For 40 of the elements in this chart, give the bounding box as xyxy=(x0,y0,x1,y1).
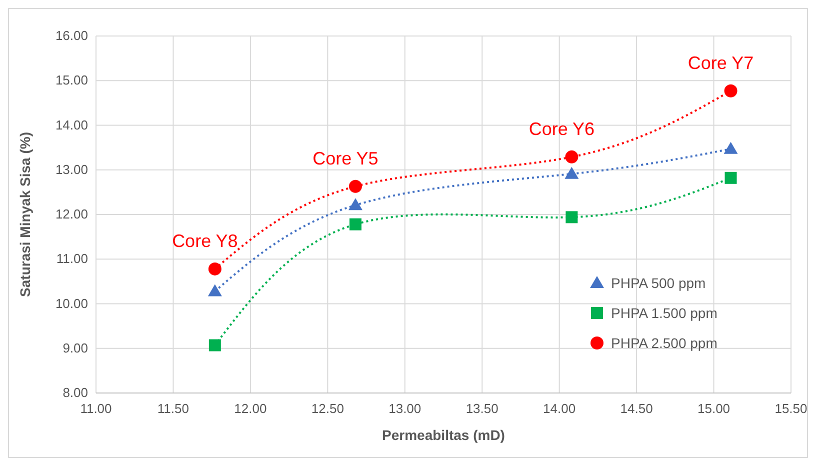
point xyxy=(208,262,222,276)
y-tick-label: 14.00 xyxy=(55,117,88,132)
y-tick-label: 9.00 xyxy=(62,340,88,356)
point xyxy=(564,166,579,179)
point xyxy=(566,211,578,224)
legend-label: PHPA 500 ppm xyxy=(611,275,706,291)
y-tick-label: 13.00 xyxy=(55,162,88,177)
x-tick-label: 11.50 xyxy=(157,401,190,416)
x-tick-label: 14.50 xyxy=(620,401,653,416)
point xyxy=(348,180,362,193)
y-tick-label: 8.00 xyxy=(62,385,88,400)
x-tick-label: 13.50 xyxy=(466,401,498,416)
x-tick-label: 12.50 xyxy=(311,401,344,416)
x-tick-label: 14.00 xyxy=(543,401,576,416)
y-tick-label: 11.00 xyxy=(56,251,88,266)
x-axis-title: Permeabiltas (mD) xyxy=(382,427,505,443)
annotation: Core Y7 xyxy=(688,52,754,73)
annotation: Core Y8 xyxy=(172,230,238,251)
y-tick-label: 16.00 xyxy=(55,28,88,43)
legend-label: PHPA 2.500 ppm xyxy=(611,335,718,351)
annotation: Core Y5 xyxy=(312,148,378,168)
point xyxy=(349,218,362,230)
point xyxy=(348,198,362,210)
x-tick-label: 15.50 xyxy=(774,401,808,416)
x-tick-label: 12.00 xyxy=(234,401,267,416)
legend-label: PHPA 1.500 ppm xyxy=(611,305,718,321)
point xyxy=(724,84,738,98)
y-tick-label: 10.00 xyxy=(55,296,88,311)
point xyxy=(208,284,222,296)
x-tick-label: 15.00 xyxy=(698,401,730,416)
y-tick-label: 12.00 xyxy=(55,206,88,222)
annotation: Core Y6 xyxy=(528,118,595,139)
point xyxy=(565,150,578,164)
point xyxy=(724,172,737,184)
x-tick-label: 11.00 xyxy=(80,401,112,416)
y-tick-label: 15.00 xyxy=(55,72,88,88)
x-tick-label: 13.00 xyxy=(388,401,422,416)
y-axis-title: Saturasi Minyak Sisa (%) xyxy=(17,132,33,297)
point xyxy=(208,339,221,352)
point xyxy=(724,142,738,154)
